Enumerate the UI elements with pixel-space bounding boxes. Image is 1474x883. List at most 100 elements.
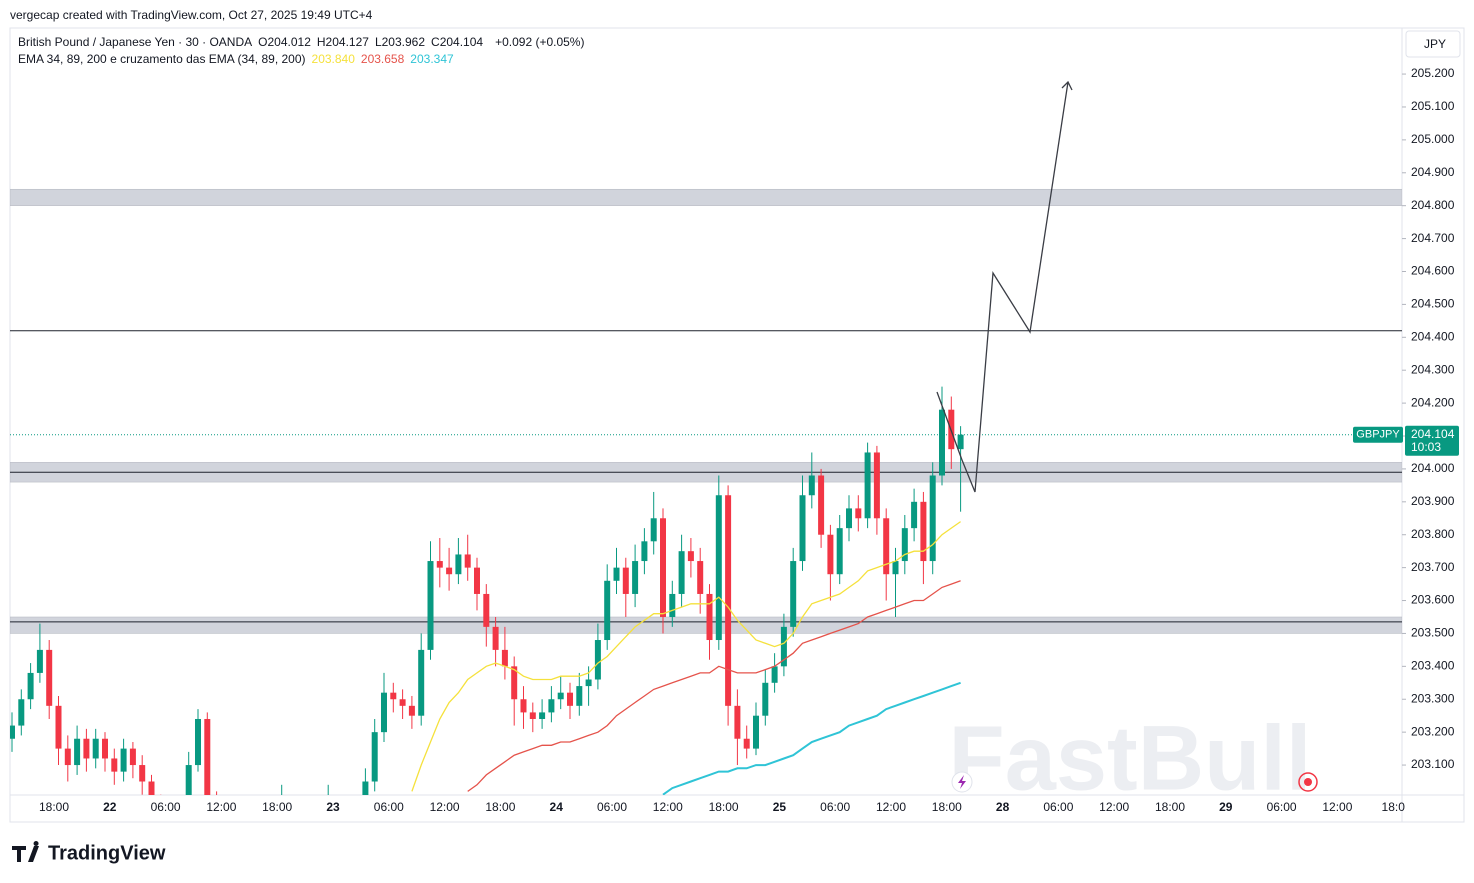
candle-body [120,748,127,772]
x-tick-label: 12:00 [653,800,683,814]
y-tick-label: 203.400 [1411,659,1455,673]
candle-body [594,640,601,680]
candle-body [557,692,564,700]
x-tick-label: 28 [996,800,1010,814]
candle-body [83,738,90,759]
candle-body [92,738,99,759]
x-tick-label: 22 [103,800,117,814]
y-tick-label: 204.400 [1411,329,1455,343]
candle-body [36,649,43,673]
candle-body [660,518,666,617]
candle-body [771,666,778,683]
zone [10,616,1402,634]
x-tick-label: 12:00 [1099,800,1129,814]
watermark: FastBull [949,707,1312,809]
candle-body [74,738,81,766]
y-tick-label: 204.800 [1411,198,1455,212]
x-tick-label: 06:00 [374,800,404,814]
plot [10,386,1402,851]
candle-body [539,712,546,719]
y-tick-label: 203.200 [1411,724,1455,738]
candle-body [669,593,676,617]
candle-body [911,501,918,529]
candle-body [697,561,704,594]
candle-body [957,434,964,450]
x-tick-label: 18:00 [485,800,515,814]
candle-body [734,705,741,739]
candle-body [279,831,285,847]
candle-body [307,844,313,851]
candle-body [846,508,852,529]
candle-body [436,561,443,568]
candle-body [576,686,583,706]
candle-body [873,452,880,519]
indicator-values: 203.840 203.658 203.347 [312,52,460,66]
candle-body [418,649,425,716]
candle-body [381,692,387,733]
candle-body [483,593,490,627]
symbol-tag [1353,426,1403,443]
x-tick-label: 18:0 [1382,800,1406,814]
candle-body [567,692,573,706]
candle-body [148,781,155,795]
projection-arrow [936,80,1073,493]
x-tick-label: 06:00 [1267,800,1297,814]
candle-body [780,626,787,667]
currency-box [1405,30,1461,58]
candle-body [799,495,806,562]
candle-body [195,718,201,766]
ema-value: 203.658 [360,52,405,66]
candle-body [790,561,797,627]
ohlc-value: 203.962 [381,35,426,49]
candle-body [464,554,471,568]
x-tick-label: 12:00 [876,800,906,814]
candle-body [753,715,759,749]
tv-logo [12,841,39,862]
candle-body [204,718,211,795]
x-tick-label: 23 [326,800,340,814]
ohlc-value: 204.127 [325,35,369,49]
candle-body [223,831,229,847]
candle-body [901,528,908,562]
record-icon[interactable] [1298,772,1318,792]
x-tick-label: 12:00 [430,800,460,814]
y-tick-label: 205.000 [1411,132,1455,146]
candle-body [585,679,592,687]
candle-body [27,672,34,700]
x-tick-label: 24 [550,800,564,814]
candle-body [678,551,685,594]
candle-body [288,831,294,838]
candle-body [232,837,238,847]
ohlc: O204.012 H204.127 L203.962 C204.104 [258,35,489,49]
candle-body [920,501,927,562]
candle-body [604,580,611,641]
y-tick-label: 203.300 [1411,691,1455,705]
candle-body [632,561,639,594]
candle-body [855,508,862,519]
y-tick-label: 203.500 [1411,626,1455,640]
candle-body [251,844,257,851]
candle-body [129,748,136,766]
candle-body [808,475,815,496]
candle-body [939,409,945,476]
candle-body [725,495,732,706]
candle-body [18,699,25,726]
brand: TradingView [48,842,166,864]
candle-body [883,518,890,575]
y-tick-label: 203.100 [1411,757,1455,771]
candle-body [269,841,275,848]
candle-body [55,705,62,749]
candle-body [501,649,508,667]
y-tick-label: 204.300 [1411,362,1455,376]
x-tick-label: 29 [1219,800,1233,814]
candle-body [474,567,480,594]
symbol-line: British Pound / Japanese Yen · 30 · OAND… [18,35,590,49]
candle-body [743,738,750,749]
y-tick-label: 204.500 [1411,297,1455,311]
x-tick-label: 18:00 [1155,800,1185,814]
candle-body [408,705,415,716]
candle-body [511,666,518,700]
ohlc-label: H [316,35,326,49]
ohlc-value: 204.104 [439,35,484,49]
